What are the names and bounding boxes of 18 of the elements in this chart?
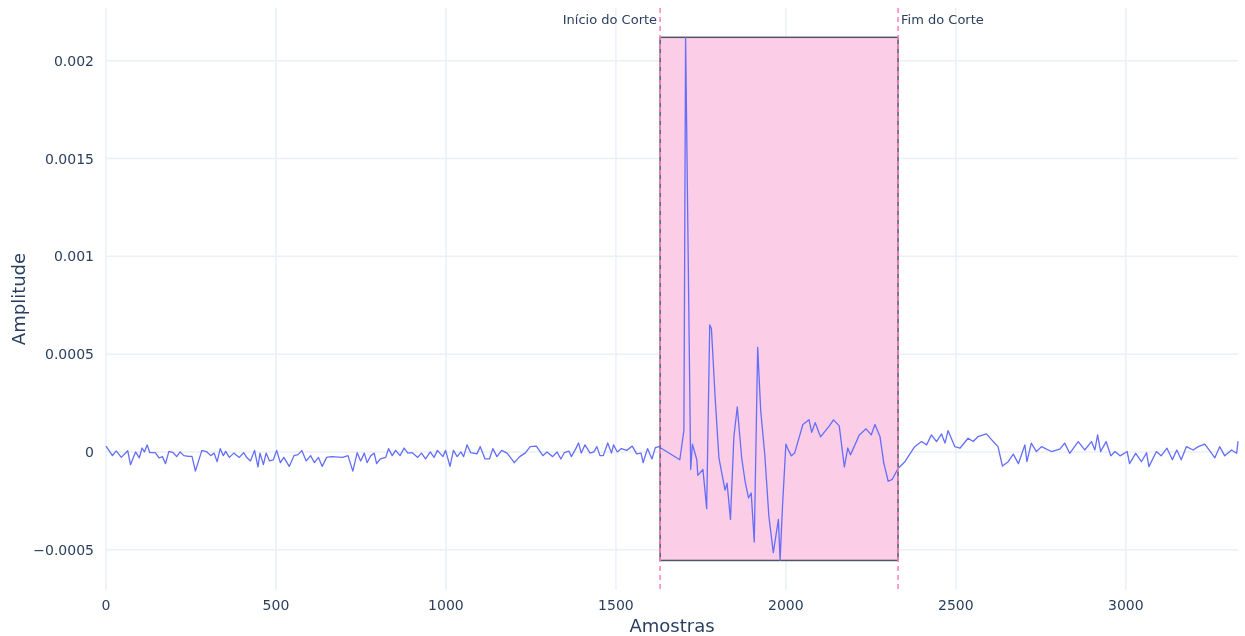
y-axis-title: Amplitude: [8, 252, 29, 346]
y-tick-label: −0.0005: [33, 541, 94, 558]
x-tick-label: 1000: [428, 597, 464, 613]
x-tick-label: 3000: [1108, 597, 1144, 613]
y-tick-label: 0.001: [53, 248, 94, 265]
y-tick-label: 0.0015: [45, 150, 94, 167]
x-tick-label: 2500: [938, 597, 974, 613]
line-series: [105, 36, 1239, 562]
x-axis-title: Amostras: [629, 615, 715, 636]
x-tick-label: 2000: [768, 597, 804, 613]
ref-line-label: Fim do Corte: [901, 12, 984, 27]
x-tick-label: 0: [101, 597, 111, 613]
y-tick-label: 0: [85, 443, 94, 460]
x-tick-label: 1500: [598, 597, 634, 613]
ref-line-label: Início do Corte: [562, 12, 658, 27]
y-tick-label: 0.002: [53, 52, 94, 69]
x-tick-label: 500: [262, 597, 290, 613]
y-tick-label: 0.0005: [45, 346, 94, 363]
